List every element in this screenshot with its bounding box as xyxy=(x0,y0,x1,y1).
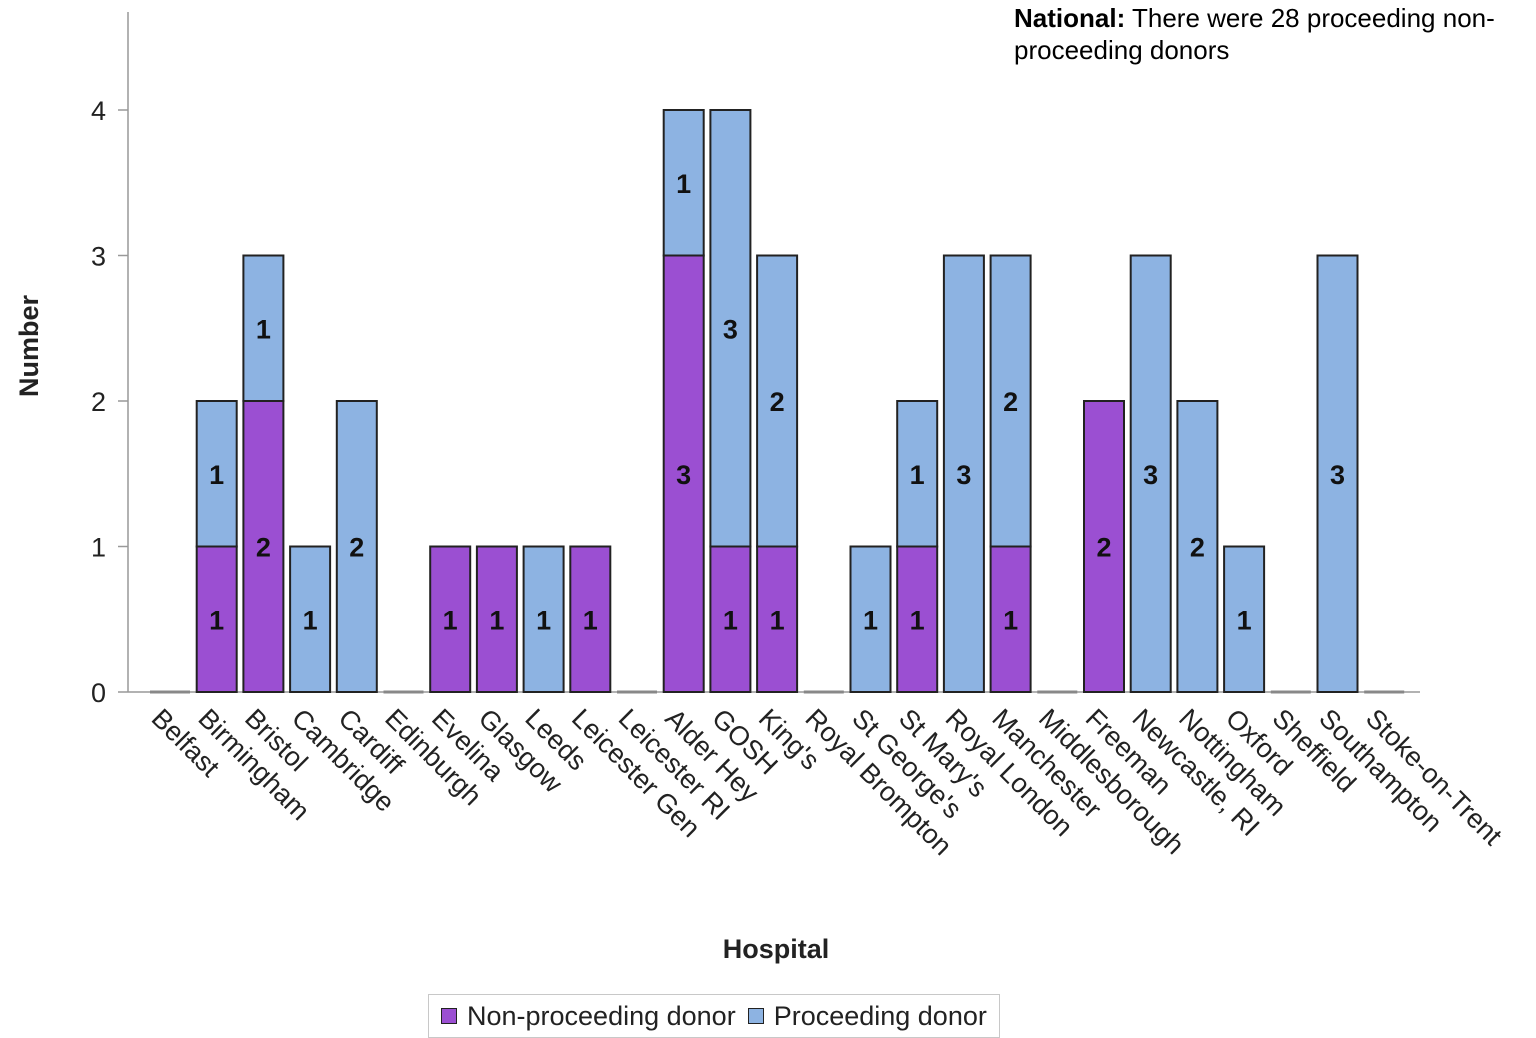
bar-value-label: 2 xyxy=(1096,533,1111,563)
bar-value-label: 3 xyxy=(1330,460,1345,490)
bar-value-label: 2 xyxy=(349,533,364,563)
bar-segment-non-proceeding xyxy=(756,545,799,693)
bar-value-label: 1 xyxy=(443,605,458,635)
bars: 1 1 2 1 1 2 1 1 1 1 3 1 1 3 1 2 1 1 1 3 1 2 2 3 2 1 3 xyxy=(150,109,1405,694)
bar-value-label: 1 xyxy=(209,605,224,635)
bar-segment-non-proceeding xyxy=(1083,400,1125,693)
bar-segment-non-proceeding xyxy=(195,545,238,693)
bar-value-label: 1 xyxy=(723,605,738,635)
y-axis-label: Number xyxy=(14,295,44,398)
x-axis-label: Hospital xyxy=(723,934,830,964)
bar-segment-proceeding xyxy=(942,254,985,693)
y-tick-label: 2 xyxy=(91,387,106,417)
bar-value-label: 3 xyxy=(723,314,738,344)
legend-item-non-proceeding: Non-proceeding donor xyxy=(441,1001,736,1032)
bar-value-label: 3 xyxy=(956,460,971,490)
legend: Non-proceeding donor Proceeding donor xyxy=(428,994,1000,1038)
bar-value-label: 1 xyxy=(489,605,504,635)
bar-segment-proceeding xyxy=(289,545,332,693)
bar-segment-proceeding xyxy=(849,545,892,693)
bar-value-label: 1 xyxy=(583,605,598,635)
bar-segment-non-proceeding xyxy=(989,545,1032,693)
bar-segment-proceeding xyxy=(195,400,238,548)
legend-label-proceeding: Proceeding donor xyxy=(773,1000,987,1031)
bar-value-label: 2 xyxy=(1190,533,1205,563)
bar-value-label: 1 xyxy=(256,314,271,344)
y-tick-label: 3 xyxy=(91,242,106,272)
bar-segment-non-proceeding xyxy=(475,545,518,693)
bar-value-label: 1 xyxy=(863,605,878,635)
bar-value-label: 3 xyxy=(676,460,691,490)
legend-label-non-proceeding: Non-proceeding donor xyxy=(467,1000,736,1031)
y-tick-label: 4 xyxy=(91,96,106,126)
bar-segment-non-proceeding xyxy=(429,545,472,693)
bar-value-label: 2 xyxy=(256,533,271,563)
bar-value-label: 1 xyxy=(303,605,318,635)
bar-segment-proceeding xyxy=(1316,254,1359,693)
bar-segment-proceeding xyxy=(662,109,705,257)
bar-segment-proceeding xyxy=(1129,254,1172,693)
bar-segment-proceeding xyxy=(1223,545,1266,693)
bar-value-label: 1 xyxy=(770,605,785,635)
bar-value-label: 3 xyxy=(1143,460,1158,490)
legend-item-proceeding: Proceeding donor xyxy=(747,1000,987,1032)
national-note: National: There were 28 proceeding non-p… xyxy=(1014,2,1536,66)
ticks: 01234BelfastBirminghamBristolCambridgeCa… xyxy=(91,96,1508,861)
bar-value-label: 1 xyxy=(1003,605,1018,635)
bar-segment-proceeding xyxy=(335,400,378,693)
bar-value-label: 1 xyxy=(1237,605,1252,635)
bar-segment-proceeding xyxy=(522,545,565,693)
bar-segment-proceeding xyxy=(1176,400,1219,693)
bar-segment-proceeding xyxy=(242,254,285,402)
bar-segment-proceeding xyxy=(709,109,752,548)
legend-swatch-proceeding xyxy=(747,1008,764,1024)
bar-segment-proceeding xyxy=(756,254,799,548)
bar-segment-proceeding xyxy=(896,400,939,548)
bar-value-label: 1 xyxy=(676,169,691,199)
bar-segment-proceeding xyxy=(989,254,1032,548)
bar-value-label: 1 xyxy=(910,460,925,490)
national-note-text: There were 28 proceeding non-proceeding … xyxy=(1014,3,1495,65)
bar-segment-non-proceeding xyxy=(709,545,752,693)
bar-segment-non-proceeding xyxy=(569,545,612,693)
bar-value-label: 1 xyxy=(536,605,551,635)
national-note-label: National: xyxy=(1014,3,1126,33)
legend-swatch-non-proceeding xyxy=(441,1008,457,1024)
bar-value-label: 1 xyxy=(910,605,925,635)
bar-value-label: 2 xyxy=(770,387,785,417)
bar-value-label: 2 xyxy=(1003,387,1018,417)
bar-segment-non-proceeding xyxy=(242,400,285,693)
y-tick-label: 1 xyxy=(91,533,106,563)
bar-value-label: 1 xyxy=(209,460,224,490)
y-tick-label: 0 xyxy=(91,678,106,708)
